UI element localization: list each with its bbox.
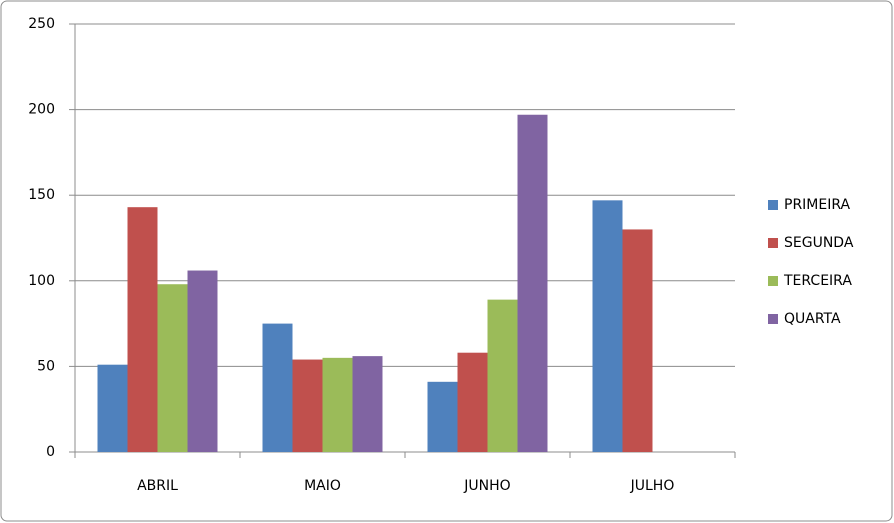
- legend-swatch: [768, 238, 778, 248]
- x-tick-label: JUNHO: [463, 478, 510, 494]
- legend-swatch: [768, 276, 778, 286]
- x-tick-label: JULHO: [630, 478, 675, 494]
- legend-label: QUARTA: [784, 311, 841, 327]
- y-tick-label: 250: [28, 16, 55, 32]
- bar: [427, 381, 458, 452]
- y-tick-label: 0: [46, 444, 55, 460]
- y-tick-label: 200: [28, 102, 55, 118]
- y-tick-label: 150: [28, 187, 55, 203]
- bar: [187, 270, 218, 452]
- bar: [97, 364, 128, 452]
- bar: [487, 299, 518, 452]
- bar: [622, 229, 653, 452]
- bar: [292, 359, 323, 452]
- bar: [352, 356, 383, 452]
- bar: [322, 357, 353, 452]
- legend-swatch: [768, 200, 778, 210]
- bar: [157, 284, 188, 452]
- y-tick-label: 100: [28, 273, 55, 289]
- bar: [517, 114, 548, 453]
- y-tick-label: 50: [37, 358, 55, 374]
- bar: [592, 200, 623, 452]
- legend-label: TERCEIRA: [783, 273, 852, 289]
- bar: [262, 323, 293, 452]
- bar: [127, 207, 158, 452]
- legend-swatch: [768, 314, 778, 324]
- x-tick-label: MAIO: [304, 478, 341, 494]
- legend-label: PRIMEIRA: [784, 197, 851, 213]
- legend-label: SEGUNDA: [784, 235, 854, 251]
- x-tick-label: ABRIL: [137, 478, 178, 494]
- bar: [457, 352, 488, 452]
